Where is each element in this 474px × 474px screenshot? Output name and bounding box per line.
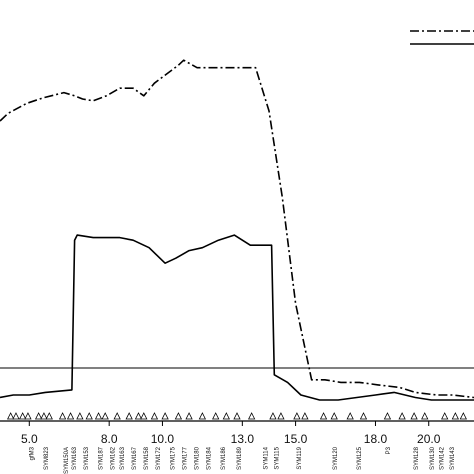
- marker-triangle: [85, 412, 93, 420]
- marker-label: gfM3: [29, 446, 35, 460]
- marker-label: SYM823: [44, 446, 50, 470]
- marker-label: SYM184: [206, 446, 212, 470]
- marker-triangle: [233, 412, 241, 420]
- marker-triangle: [18, 412, 27, 420]
- marker-triangle: [161, 412, 169, 420]
- marker-triangle: [269, 412, 277, 420]
- marker-label: SYM142: [439, 446, 445, 470]
- legend: [410, 30, 474, 45]
- marker-triangle: [113, 412, 121, 420]
- marker-triangle: [247, 412, 256, 420]
- marker-label: SYM186: [221, 446, 227, 470]
- marker-triangle: [441, 412, 449, 420]
- marker-label: SYM167: [132, 446, 138, 470]
- marker-label: SYM130: [430, 446, 436, 470]
- marker-triangle: [421, 412, 429, 420]
- marker-triangle: [45, 412, 53, 420]
- x-tick-label: 10.0: [151, 432, 175, 446]
- series-layer: [0, 59, 474, 401]
- marker-triangle: [24, 412, 32, 420]
- marker-triangle: [76, 412, 84, 420]
- marker-triangle: [140, 412, 148, 420]
- marker-label: SYM119: [297, 446, 303, 469]
- marker-triangle: [58, 412, 67, 420]
- marker-triangle: [185, 412, 193, 420]
- marker-triangle: [319, 412, 328, 420]
- marker-label: SYM143: [450, 446, 456, 470]
- marker-triangle: [383, 412, 392, 420]
- marker-triangle: [301, 412, 309, 420]
- marker-triangle: [212, 412, 220, 420]
- marker-triangle: [12, 412, 20, 420]
- marker-triangle: [359, 412, 368, 420]
- marker-label: SYM163: [72, 446, 78, 470]
- marker-triangle: [330, 412, 338, 420]
- x-tick-label: 8.0: [101, 432, 118, 446]
- marker-label: SYM128: [414, 446, 420, 470]
- marker-triangle: [134, 412, 143, 420]
- x-tick-label: 18.0: [364, 432, 388, 446]
- marker-triangle: [94, 412, 103, 420]
- marker-label: SYM125: [357, 446, 363, 470]
- marker-triangle: [293, 412, 301, 420]
- marker-triangle: [398, 412, 406, 420]
- series-line-dashdot: [0, 59, 474, 399]
- marker-triangle: [222, 412, 230, 420]
- marker-label: SYM189: [237, 446, 243, 470]
- marker-label: P3: [386, 446, 392, 454]
- marker-triangle: [410, 412, 418, 420]
- marker-label: SYM163: [120, 446, 126, 470]
- marker-triangle: [174, 412, 183, 420]
- marker-label: SYM150A: [64, 447, 70, 474]
- marker-triangle: [66, 412, 75, 420]
- marker-label-layer: gfM3 SYM823 SYM150A SYM163 SYM153 SYM187 SYM16…: [29, 446, 456, 474]
- marker-label: SYM180: [194, 446, 200, 470]
- marker-label: SYM153: [84, 446, 90, 470]
- marker-label: SYM114: [264, 446, 270, 469]
- marker-triangle: [451, 412, 460, 420]
- marker-label: SYM177: [182, 446, 188, 470]
- marker-triangle: [198, 412, 207, 420]
- marker-label: SYM158: [144, 446, 150, 470]
- series-line-solid: [0, 234, 474, 401]
- x-tick-label: 5.0: [21, 432, 38, 446]
- x-tick-label: 15.0: [284, 432, 308, 446]
- marker-label: SYM187: [99, 446, 105, 470]
- marker-label: SYM162: [111, 446, 117, 470]
- marker-triangle: [7, 412, 15, 420]
- marker-label: SYM115: [274, 446, 280, 469]
- marker-triangle: [459, 412, 467, 420]
- marker-label: SYM172: [156, 446, 162, 470]
- marker-label: SYM175: [170, 446, 176, 470]
- marker-triangle: [125, 412, 133, 420]
- x-tick-layer: 5.0 8.0 10.0 13.0 15.0 18.0 20.0: [21, 421, 441, 446]
- marker-label: SYM120: [333, 446, 339, 470]
- x-tick-label: 13.0: [231, 432, 255, 446]
- marker-triangle: [34, 412, 43, 420]
- marker-triangle: [277, 412, 285, 420]
- marker-layer: [7, 412, 467, 420]
- marker-triangle: [346, 412, 354, 420]
- marker-triangle: [40, 412, 48, 420]
- x-tick-label: 20.0: [417, 432, 441, 446]
- marker-triangle: [150, 412, 159, 420]
- marker-triangle: [101, 412, 109, 420]
